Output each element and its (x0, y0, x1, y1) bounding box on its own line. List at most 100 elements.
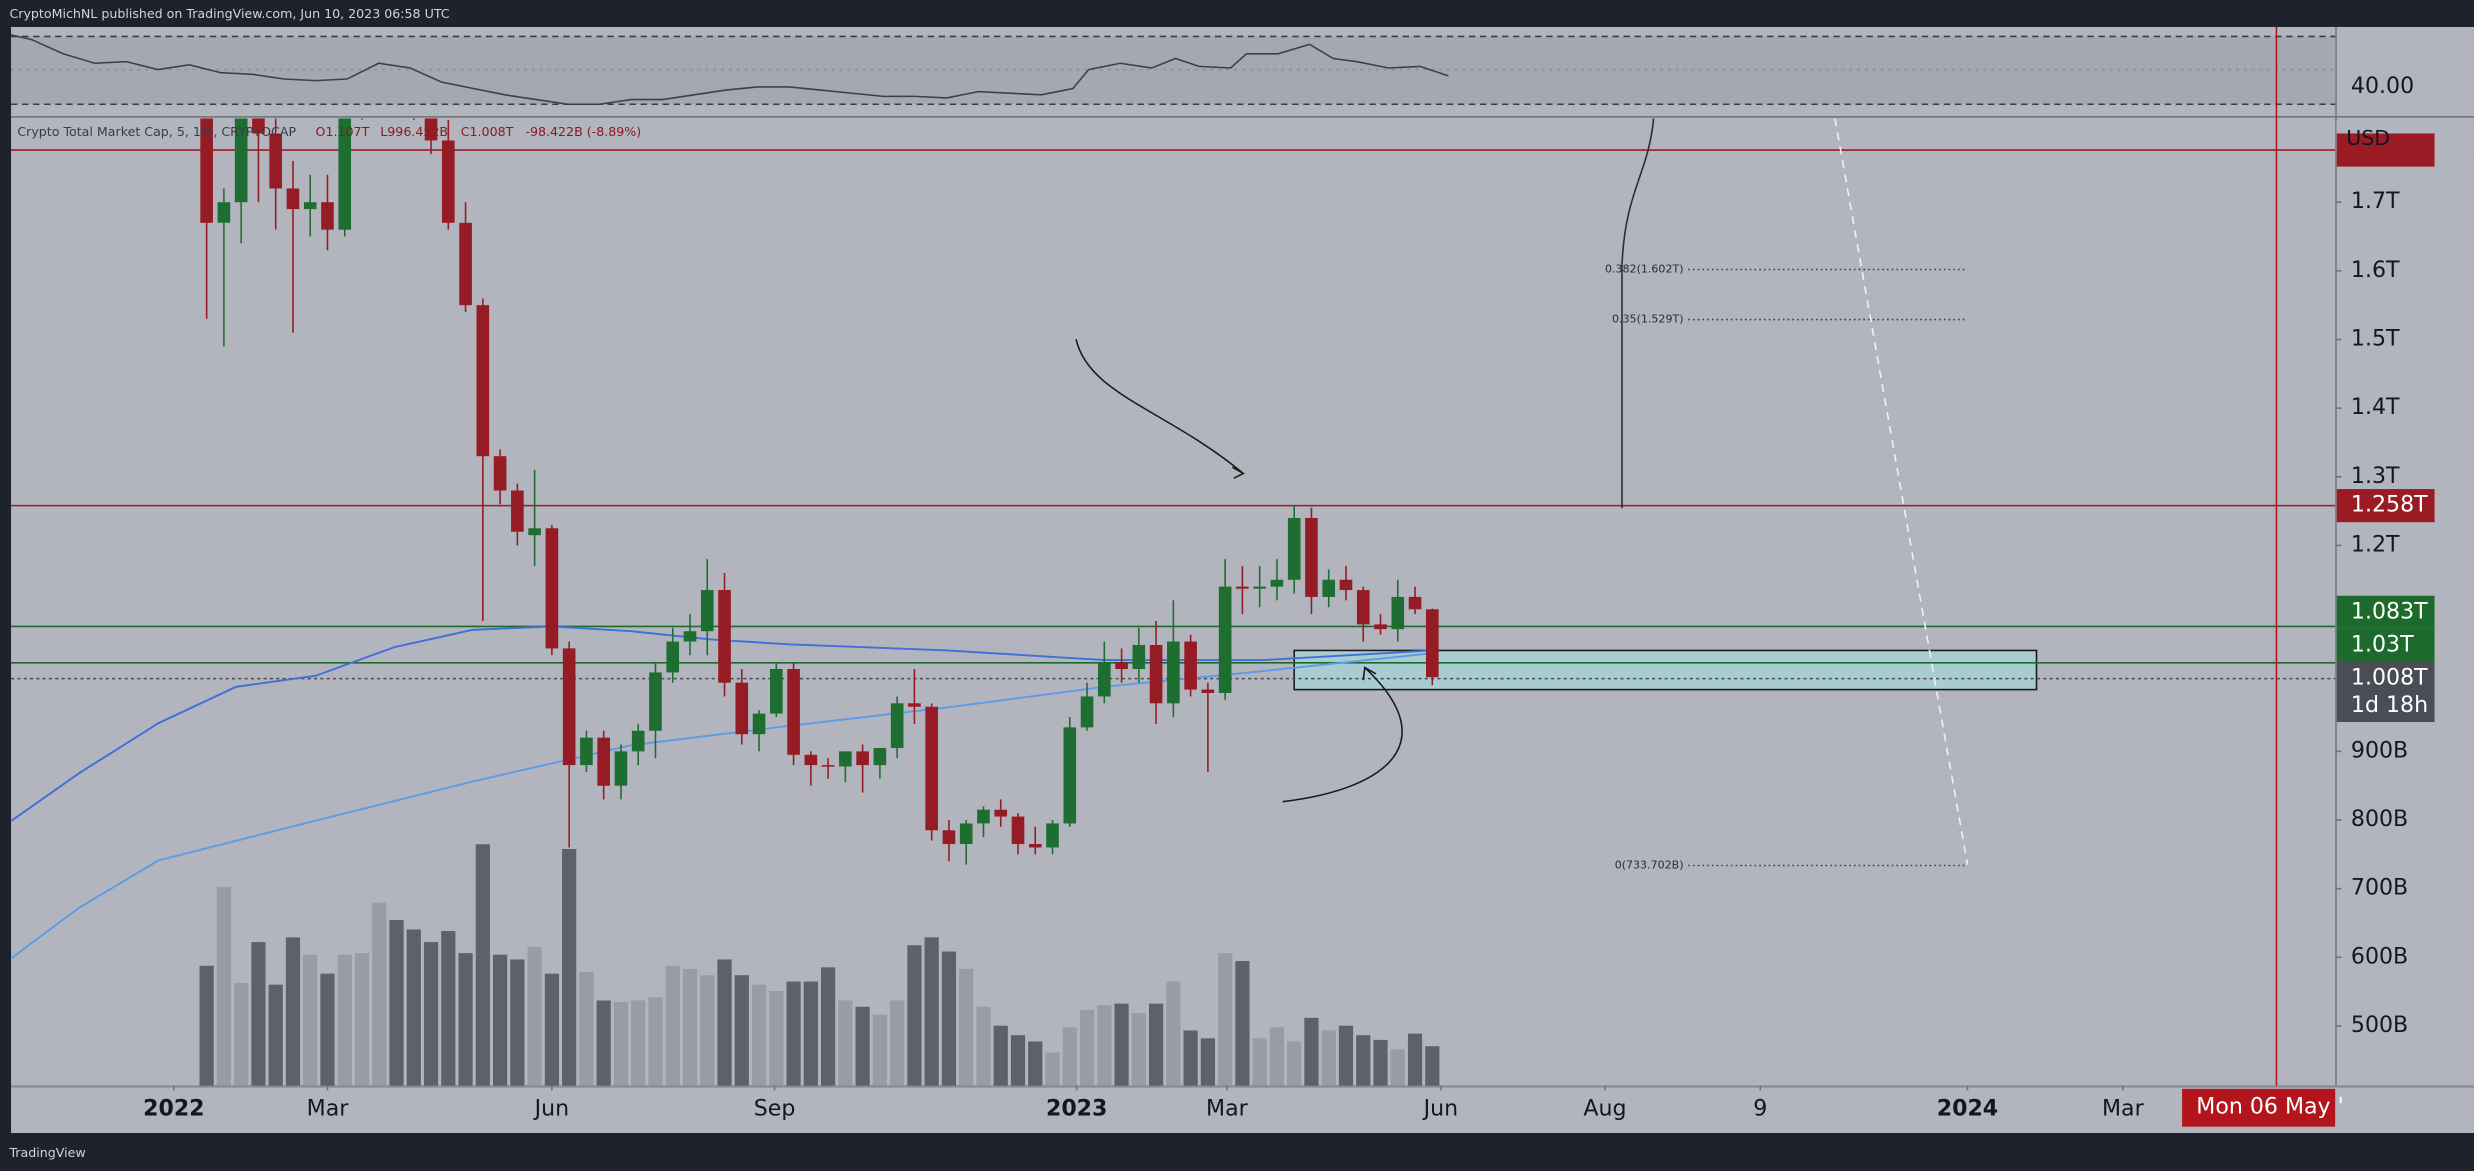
rsi-line (10, 34, 1449, 106)
volume-bar (1045, 1052, 1060, 1086)
volume-bar (769, 990, 784, 1086)
volume-bar (1235, 961, 1250, 1086)
support-zone (1293, 649, 2038, 691)
candle-body (1253, 586, 1266, 589)
candle-body (1374, 624, 1387, 630)
arrow-head (1362, 666, 1377, 681)
volume-bar (1097, 1005, 1112, 1086)
candle-body (442, 140, 455, 223)
candle-body (1115, 662, 1128, 669)
price-axis-background (2336, 26, 2474, 1086)
volume-bar (423, 942, 439, 1086)
legend-value: L996.452B (380, 124, 448, 139)
annotations (1075, 118, 1969, 865)
volume-bar (1321, 1030, 1336, 1086)
candle-body (269, 133, 282, 189)
candle-body (1080, 696, 1094, 728)
volume-bar (493, 954, 508, 1086)
volume-bar (907, 945, 922, 1086)
volume-bar (216, 886, 231, 1086)
y-tick-label: 600B (2351, 944, 2408, 969)
volume-bar (820, 967, 836, 1086)
candle-body (994, 809, 1008, 817)
volume-bar (1218, 953, 1233, 1086)
volume-bar (441, 931, 456, 1086)
candle-body (890, 703, 904, 748)
candle-body (804, 754, 818, 766)
price-tag-label: 1.258T (2351, 493, 2428, 518)
volume-bar (1114, 1003, 1129, 1086)
volume-bar (1390, 1049, 1405, 1086)
candle-body (1132, 644, 1146, 669)
candle-body (977, 809, 990, 824)
volume-bar (976, 1006, 991, 1086)
volume-bar (751, 984, 767, 1086)
footer-logo: TradingView (8, 1145, 85, 1160)
candle-body (338, 118, 352, 230)
volume-bar (337, 954, 352, 1086)
candle-body (511, 490, 524, 532)
projection-line (1621, 118, 1655, 509)
y-tick-label: 800B (2351, 807, 2408, 832)
candle-body (1425, 609, 1439, 678)
candle-body (908, 703, 921, 707)
volume-bar (1252, 1038, 1267, 1086)
x-tick-label: Sep (754, 1096, 796, 1121)
candle-body (856, 751, 869, 766)
volume-bar (1200, 1038, 1215, 1086)
price-tag (2336, 489, 2435, 523)
candle-body (1011, 816, 1025, 845)
y-tick-label: 1.5T (2351, 327, 2400, 352)
candle-body (528, 528, 541, 536)
volume-bar (648, 997, 663, 1086)
candle-body (459, 222, 472, 306)
fib-label: 0.35(1.529T) (1612, 313, 1684, 326)
volume-bar (1373, 1039, 1388, 1086)
volume-bar (924, 937, 939, 1086)
volume-bar (872, 1014, 887, 1086)
candle-body (580, 737, 593, 766)
x-tick-label: 9 (1753, 1096, 1767, 1121)
volume-bar (354, 953, 370, 1086)
currency-label: USD (2346, 126, 2390, 150)
candle-body (1184, 641, 1197, 690)
candle-body (1356, 590, 1370, 625)
header-text: CryptoMichNL published on TradingView.co… (9, 6, 449, 21)
candle-body (1149, 644, 1163, 704)
volume-bar (890, 1000, 905, 1086)
price-tag (2336, 662, 2435, 722)
candle-body (700, 590, 714, 632)
volume-bar (959, 968, 974, 1086)
candle-body (286, 188, 300, 210)
volume-bar (268, 984, 283, 1086)
volume-bar (700, 975, 715, 1086)
candle-body (476, 305, 490, 457)
candle-body (614, 751, 628, 786)
legend-value: C1.008T (461, 124, 514, 139)
plot-background (11, 26, 2336, 1086)
candle-body (787, 668, 800, 755)
candle-body (1046, 823, 1059, 848)
candle-body (666, 641, 680, 673)
candle-body (1305, 517, 1318, 597)
volume-bar (803, 981, 818, 1086)
volume-bar (1062, 1027, 1077, 1086)
price-tag (2336, 595, 2435, 629)
volume-bar (631, 1000, 646, 1086)
volume-bar (458, 953, 473, 1086)
volume-bar (544, 973, 559, 1086)
volume-bar (372, 902, 387, 1086)
volume-bar (786, 981, 801, 1086)
x-tick-label: 2023 (1046, 1096, 1107, 1121)
main-pane: 0.382(1.602T) 0.35(1.529T) 0(733.702B) (11, 118, 2336, 1086)
candle-body (493, 456, 507, 491)
volume-bar (941, 951, 957, 1086)
volume-bar (234, 983, 249, 1086)
candle-body (303, 202, 317, 210)
candle-body (839, 751, 852, 767)
volume-bar (285, 937, 301, 1086)
x-tick-label: Mar (2102, 1096, 2145, 1121)
legend-value: O1.107T (316, 124, 370, 139)
cursor-badge (2182, 1088, 2336, 1127)
